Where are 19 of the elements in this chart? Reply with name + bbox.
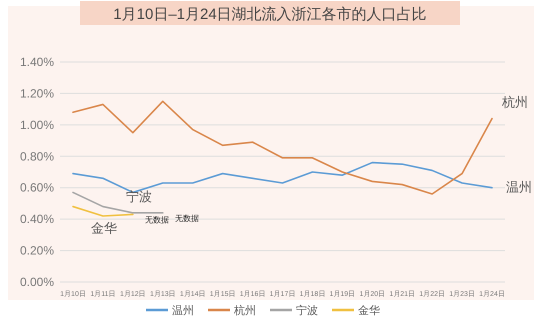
y-tick-label: 1.00% [20, 118, 54, 132]
y-tick-label: 0.00% [20, 275, 54, 289]
text: 宁波 [126, 188, 152, 204]
chart-title: 1月10日–1月24日湖北流入浙江各市的人口占比 [113, 6, 427, 23]
legend-label: 金华 [358, 305, 380, 317]
annotation: 无数据 [174, 214, 199, 223]
legend-label: 杭州 [233, 304, 256, 317]
text: 金华 [90, 220, 117, 236]
y-tick-label: 0.80% [20, 149, 54, 164]
y-tick-label: 1.40% [20, 55, 54, 69]
text: 温州 [506, 180, 532, 195]
y-tick-label: 0.40% [20, 212, 54, 226]
y-tick-label: 1.20% [20, 86, 54, 100]
text: 杭州 [502, 94, 528, 110]
legend-label: 温州 [172, 304, 194, 317]
y-tick-label: 0.20% [20, 244, 54, 258]
annotation: 无数据 [144, 215, 169, 224]
legend-label: 宁波 [296, 304, 318, 317]
y-tick-label: 0.60% [20, 180, 54, 195]
